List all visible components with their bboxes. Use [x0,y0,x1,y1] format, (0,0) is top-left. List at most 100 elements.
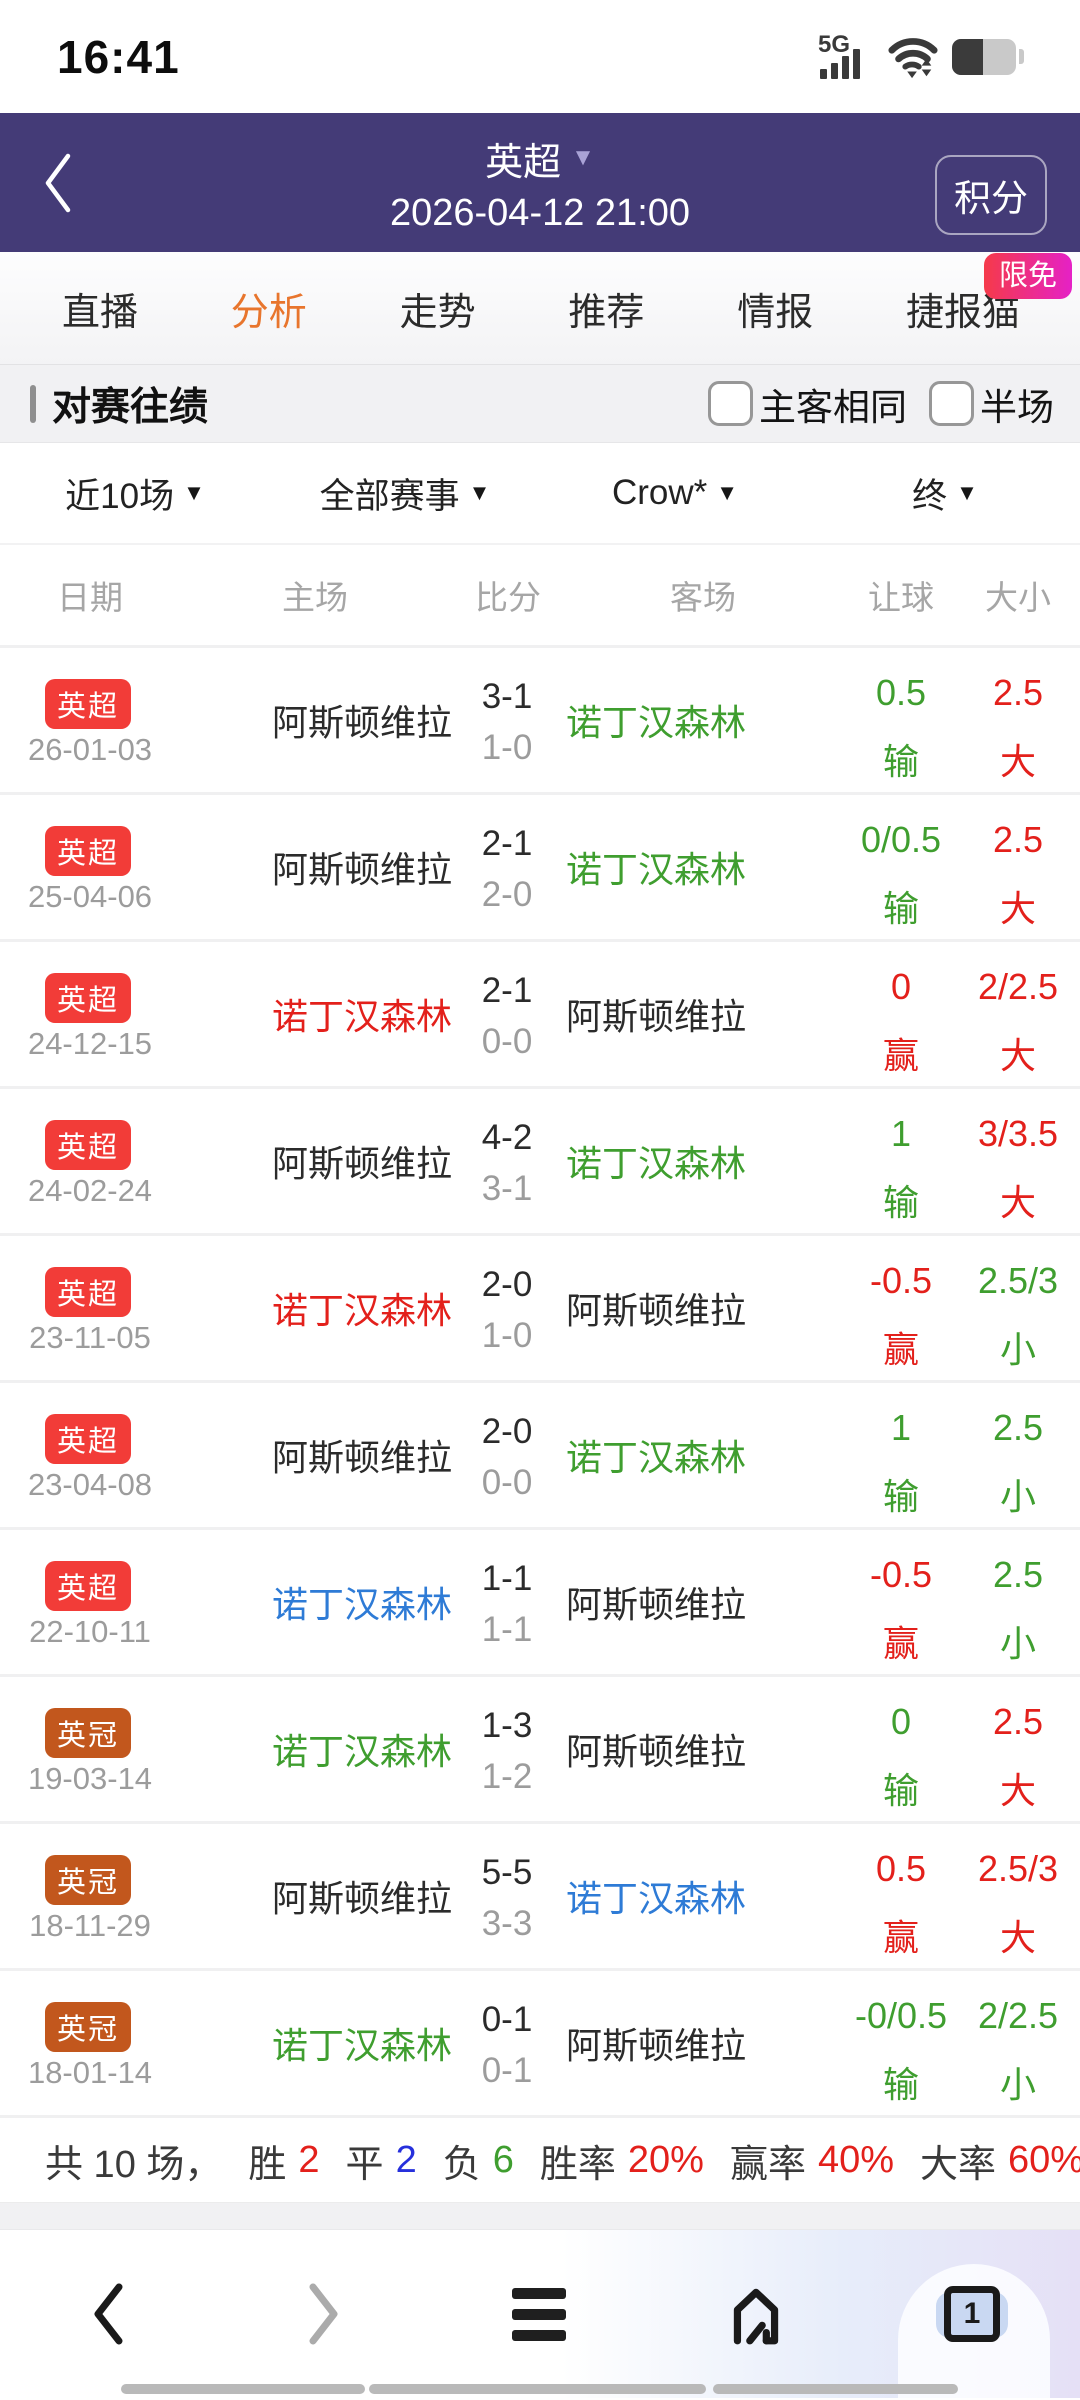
summary-item: 共 10 场， [45,2133,222,2188]
handicap-line: 0 [890,1701,912,1742]
halftime-score: 1-0 [481,1316,533,1355]
checkbox-label: 半场 [980,386,1054,428]
filter-label: 近10场 [65,476,175,516]
summary-value: 2 [395,2138,417,2181]
filter-dropdown-2[interactable]: 全部赛事 ▼ [270,468,540,519]
handicap-result: 输 [882,1476,919,1517]
tab-bar: 直播 分析 走势 推荐 情报 捷报猫 限免 [0,252,1080,365]
league-badge: 英超 [45,1120,131,1170]
filter-label: 终 [912,476,948,516]
table-row: 英超 24-12-15 诺丁汉森林 2-1 0-0 阿斯顿维拉 0 赢 2/2.5 大 [0,942,1080,1089]
limited-free-badge: 限免 [983,253,1072,299]
checkbox-label: 主客相同 [759,386,907,428]
handicap-result: 输 [882,1770,919,1811]
over-under-line: 2.5/3 [977,1260,1059,1301]
home-team: 阿斯顿维拉 [271,1878,452,1919]
summary-item: 胜率 20% [540,2133,704,2188]
summary-label: 胜率 [539,2143,616,2186]
filter-dropdown-4[interactable]: 终 ▼ [810,468,1080,519]
table-row: 英超 26-01-03 阿斯顿维拉 3-1 1-0 诺丁汉森林 0.5 输 2.5 大 [0,648,1080,795]
filter-dropdown-3[interactable]: Crow* ▼ [540,473,810,513]
halftime-score: 1-2 [481,1757,533,1796]
battery-icon [952,38,1016,75]
chevron-down-icon: ▼ [716,480,739,505]
over-under-line: 2.5 [992,819,1044,860]
match-date: 23-11-05 [29,1320,151,1355]
summary-value: 40% [817,2138,895,2181]
handicap-line: 1 [890,1113,912,1154]
league-badge: 英超 [45,1561,131,1611]
fulltime-score: 2-0 [481,1265,533,1304]
standings-button[interactable]: 积分 [935,155,1047,235]
summary-value: 2 [298,2138,320,2181]
over-under-line: 2/2.5 [977,1995,1059,2036]
league-badge: 英超 [45,826,131,876]
handicap-result: 输 [882,888,919,929]
summary-value: 60% [1008,2138,1080,2181]
tab-1[interactable]: 直播 [62,291,139,334]
section-header: 对赛往绩 主客相同 半场 [0,365,1080,443]
home-team: 诺丁汉森林 [271,1584,452,1625]
away-team: 阿斯顿维拉 [565,1731,746,1772]
back-button[interactable] [34,149,82,217]
tab-4[interactable]: 推荐 [568,291,645,334]
tab-2[interactable]: 分析 [230,291,307,334]
checkbox-group-2[interactable]: 半场 [929,377,1054,431]
table-row: 英超 25-04-06 阿斯顿维拉 2-1 2-0 诺丁汉森林 0/0.5 输 2.5 大 [0,795,1080,942]
status-bar: 16:41 5G [0,0,1080,113]
over-under-line: 2.5 [992,1554,1044,1595]
league-badge: 英超 [45,1414,131,1464]
filter-label: 全部赛事 [319,476,460,516]
checkbox-box[interactable] [708,381,753,426]
table-row: 英冠 18-01-14 诺丁汉森林 0-1 0-1 阿斯顿维拉 -0/0.5 输 2/2.5 小 [0,1971,1080,2118]
away-team: 阿斯顿维拉 [565,996,746,1037]
match-date: 18-01-14 [27,2055,153,2090]
match-date: 22-10-11 [29,1614,151,1649]
nav-tabs-button[interactable]: 1 [864,2230,1080,2398]
halftime-score: 3-1 [481,1169,533,1208]
table-header-row: 日期 主场 比分 客场 让球 大小 [0,545,1080,648]
home-team: 阿斯顿维拉 [271,1143,452,1184]
tab-3[interactable]: 走势 [399,291,476,334]
handicap-line: -0.5 [869,1554,933,1595]
nav-home-button[interactable] [648,2230,864,2398]
checkbox-box[interactable] [929,381,974,426]
home-team: 诺丁汉森林 [271,1731,452,1772]
home-team: 阿斯顿维拉 [271,1437,452,1478]
over-under-result: 大 [999,888,1036,929]
tab-5[interactable]: 情报 [737,291,814,334]
nav-menu-button[interactable] [432,2230,648,2398]
nav-forward-button[interactable] [216,2230,432,2398]
filter-label: Crow* [611,473,708,512]
checkbox-group-1[interactable]: 主客相同 [708,377,907,431]
wifi-icon [888,37,938,78]
column-header: 主场 [282,579,348,616]
chevron-down-icon: ▼ [183,480,205,505]
column-header: 大小 [985,579,1051,616]
summary-label: 平 [345,2143,384,2186]
fulltime-score: 1-3 [481,1706,533,1745]
filter-dropdown-1[interactable]: 近10场 ▼ [0,468,270,519]
handicap-line: 0.5 [875,672,927,713]
over-under-line: 2.5 [992,1701,1044,1742]
over-under-line: 2.5 [992,672,1044,713]
halftime-score: 0-0 [481,1463,533,1502]
column-header: 日期 [57,579,123,616]
halftime-score: 1-1 [481,1610,533,1649]
handicap-line: 0/0.5 [860,819,942,860]
cellular-signal-icon: 5G [818,31,874,81]
over-under-line: 2.5 [992,1407,1044,1448]
nav-back-button[interactable] [0,2230,216,2398]
summary-label: 赢率 [729,2143,806,2186]
league-badge: 英冠 [45,1708,131,1758]
table-row: 英超 22-10-11 诺丁汉森林 1-1 1-1 阿斯顿维拉 -0.5 赢 2.5 小 [0,1530,1080,1677]
home-icon [733,2288,779,2345]
away-team: 阿斯顿维拉 [565,1290,746,1331]
table-row: 英冠 18-11-29 阿斯顿维拉 5-5 3-3 诺丁汉森林 0.5 赢 2.5/3 大 [0,1824,1080,1971]
league-selector[interactable]: 英超 ▼ [485,131,595,186]
match-date: 18-11-29 [29,1908,151,1943]
summary-item: 大率 60% [920,2133,1080,2188]
handicap-line: 1 [890,1407,912,1448]
